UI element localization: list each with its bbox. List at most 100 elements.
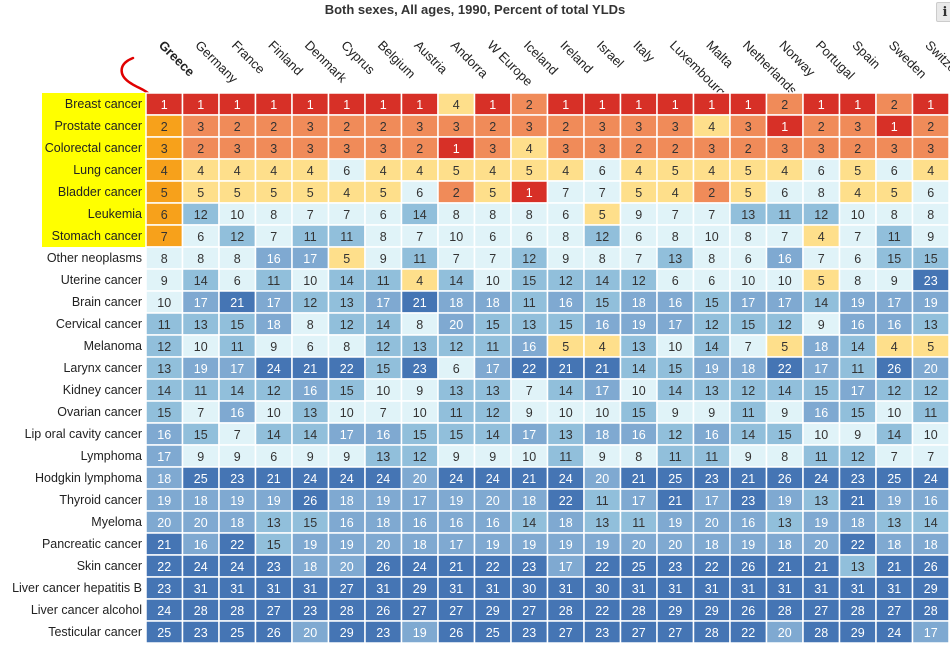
column-label[interactable]: Belgium xyxy=(375,38,419,82)
cell-value: 23 xyxy=(413,362,427,376)
cell-value: 1 xyxy=(818,98,825,112)
cell-value: 10 xyxy=(449,230,463,244)
cell-value: 10 xyxy=(522,450,536,464)
info-button[interactable]: i xyxy=(936,2,950,22)
cell-value: 1 xyxy=(708,98,715,112)
cell-value: 12 xyxy=(595,230,609,244)
cell-value: 12 xyxy=(632,274,646,288)
cell-value: 7 xyxy=(708,208,715,222)
cell-value: 3 xyxy=(854,120,861,134)
cell-value: 5 xyxy=(818,274,825,288)
cell-value: 6 xyxy=(672,274,679,288)
column-label[interactable]: Spain xyxy=(849,38,883,72)
cell-value: 1 xyxy=(234,98,241,112)
row-label: Liver cancer hepatitis B xyxy=(12,581,142,595)
cell-value: 19 xyxy=(376,494,390,508)
row-label: Prostate cancer xyxy=(54,119,142,133)
cell-value: 20 xyxy=(486,494,500,508)
cell-value: 1 xyxy=(927,98,934,112)
cell-value: 4 xyxy=(672,186,679,200)
cell-value: 5 xyxy=(453,164,460,178)
cell-value: 14 xyxy=(705,340,719,354)
column-label[interactable]: Malta xyxy=(703,38,737,72)
cell-value: 8 xyxy=(343,340,350,354)
cell-value: 21 xyxy=(522,472,536,486)
cell-value: 2 xyxy=(161,120,168,134)
cell-value: 7 xyxy=(599,186,606,200)
cell-value: 14 xyxy=(851,340,865,354)
column-label[interactable]: Finland xyxy=(265,38,306,79)
cell-value: 12 xyxy=(376,340,390,354)
cell-value: 8 xyxy=(270,208,277,222)
cell-value: 17 xyxy=(449,538,463,552)
cell-value: 12 xyxy=(741,384,755,398)
row-label: Myeloma xyxy=(91,515,142,529)
cell-value: 19 xyxy=(486,538,500,552)
cell-value: 28 xyxy=(230,604,244,618)
row-label: Leukemia xyxy=(88,207,142,221)
cell-value: 17 xyxy=(924,626,938,640)
cell-value: 9 xyxy=(891,274,898,288)
cell-value: 31 xyxy=(376,582,390,596)
cell-value: 22 xyxy=(705,560,719,574)
cell-value: 18 xyxy=(522,494,536,508)
column-label[interactable]: Sweden xyxy=(886,38,930,82)
cell-value: 28 xyxy=(851,604,865,618)
cell-value: 24 xyxy=(413,560,427,574)
cell-value: 3 xyxy=(745,120,752,134)
cell-value: 14 xyxy=(449,274,463,288)
column-label[interactable]: Ireland xyxy=(557,38,596,77)
column-label[interactable]: Andorra xyxy=(448,38,492,82)
cell-value: 3 xyxy=(781,142,788,156)
cell-value: 24 xyxy=(267,362,281,376)
cell-value: 16 xyxy=(559,296,573,310)
row-label: Uterine cancer xyxy=(61,273,142,287)
cell-value: 1 xyxy=(343,98,350,112)
cell-value: 11 xyxy=(158,318,171,332)
cell-value: 2 xyxy=(562,120,569,134)
cell-value: 7 xyxy=(891,450,898,464)
cell-value: 1 xyxy=(270,98,277,112)
cell-value: 24 xyxy=(559,472,573,486)
cell-value: 20 xyxy=(303,626,317,640)
cell-value: 9 xyxy=(708,406,715,420)
row-label: Hodgkin lymphoma xyxy=(35,471,142,485)
column-label[interactable]: Portugal xyxy=(813,38,858,83)
cell-value: 10 xyxy=(705,230,719,244)
cell-value: 16 xyxy=(851,318,865,332)
column-label[interactable]: Greece xyxy=(156,38,198,80)
cell-value: 16 xyxy=(924,494,938,508)
cell-value: 6 xyxy=(635,230,642,244)
cell-value: 5 xyxy=(562,340,569,354)
cell-value: 9 xyxy=(854,428,861,442)
cell-value: 14 xyxy=(267,428,281,442)
cell-value: 15 xyxy=(157,406,171,420)
row-label: Cervical cancer xyxy=(56,317,142,331)
cell-value: 8 xyxy=(708,252,715,266)
cell-value: 27 xyxy=(413,604,427,618)
cell-value: 3 xyxy=(599,120,606,134)
cell-value: 24 xyxy=(376,472,390,486)
cell-value: 14 xyxy=(814,296,828,310)
row-label: Stomach cancer xyxy=(52,229,142,243)
cell-value: 16 xyxy=(449,516,463,530)
cell-value: 16 xyxy=(157,428,171,442)
cell-value: 28 xyxy=(194,604,208,618)
cell-value: 18 xyxy=(157,472,171,486)
cell-value: 11 xyxy=(413,252,426,266)
cell-value: 6 xyxy=(234,274,241,288)
cell-value: 11 xyxy=(523,296,536,310)
heatmap-cell[interactable] xyxy=(911,620,950,644)
cell-value: 12 xyxy=(778,318,792,332)
cell-value: 4 xyxy=(307,164,314,178)
cell-value: 22 xyxy=(230,538,244,552)
cell-value: 15 xyxy=(668,362,682,376)
cell-value: 1 xyxy=(891,120,898,134)
row-label: Kidney cancer xyxy=(63,383,142,397)
cell-value: 12 xyxy=(230,230,244,244)
cell-value: 16 xyxy=(376,428,390,442)
column-label[interactable]: Italy xyxy=(630,38,658,66)
cell-value: 6 xyxy=(854,252,861,266)
cell-value: 25 xyxy=(194,472,208,486)
column-label[interactable]: Israel xyxy=(594,38,627,71)
